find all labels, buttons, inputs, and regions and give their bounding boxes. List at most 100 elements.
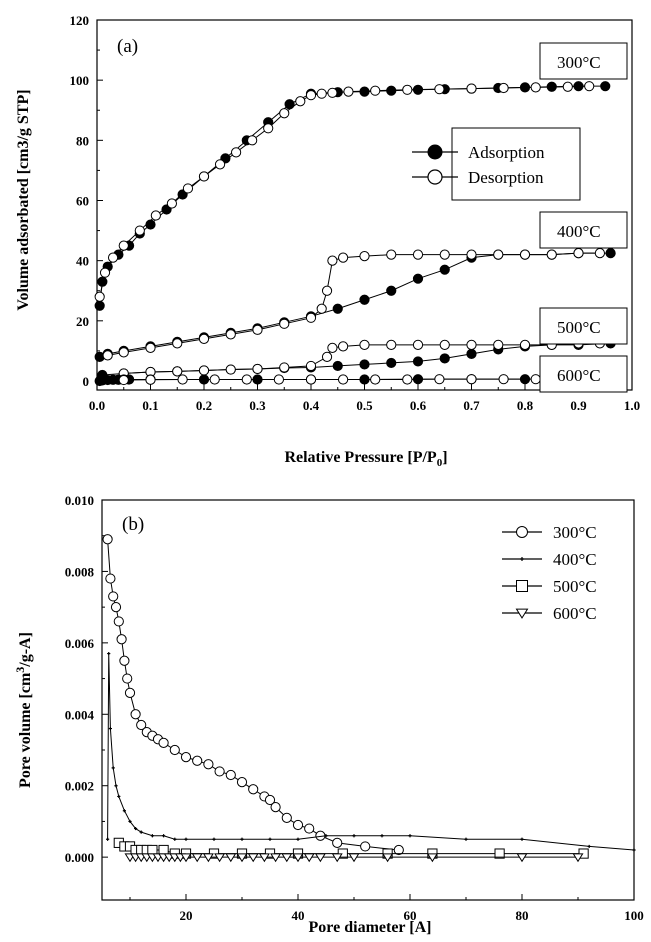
- series-a-400-c-desorption-point-7: [412, 249, 424, 260]
- series-a-300-c-desorption-point-3: [498, 82, 509, 94]
- series-b-300-c-point-3: [110, 602, 122, 613]
- series-a-400-c-adsorption-point-11: [359, 294, 370, 305]
- series-a-500-c-adsorption-point-9: [332, 360, 343, 372]
- y-axis-title-a: Volume adsorbated [cm3/g STP]: [15, 89, 32, 310]
- series-b-300-c-point-7: [122, 673, 133, 684]
- panel-label-b: (b): [122, 514, 144, 535]
- series-b-400-c-line: [107, 653, 635, 851]
- tick-labels-a: 0.0 0.1 0.2 0.3 0.4 0.5 0.6 0.7 0.8 0.9 1.0 0 20 40 60…: [70, 13, 641, 413]
- series-a-400-c-desorption-point-14: [305, 312, 317, 323]
- series-b-600-c-point-15: [236, 853, 248, 863]
- series-b-400-c-point-17: [296, 837, 300, 841]
- y-axis-title-b: Pore volume [cm3/g-A]: [13, 632, 34, 788]
- series-b-600-c-point-27: [516, 853, 528, 863]
- series-b-600-c-point-12: [202, 853, 214, 863]
- series-b-400-c-point-1: [107, 651, 111, 656]
- series-a-500-c-desorption-point-17: [198, 365, 210, 376]
- series-a-400-c-desorption-point-12: [321, 285, 333, 296]
- y-tick-label-a-1: 20: [76, 314, 89, 329]
- series-a-600-c-desorption-line: [123, 378, 600, 381]
- y-tick-label-b-3: 0.006: [65, 636, 95, 651]
- series-a-600-c-desorption-point-6: [402, 374, 413, 385]
- x-axis-title-b: Pore diameter [A]: [309, 919, 432, 936]
- label-box-400: [539, 211, 628, 249]
- series-a-400-c-desorption-point-10: [338, 252, 349, 263]
- series-b-600-c-point-16: [247, 853, 259, 863]
- series-b-600-c-point-23: [331, 853, 343, 863]
- series-b-400-c-point-7: [128, 819, 132, 824]
- series-b-300-c: [102, 534, 404, 856]
- legend-b-400-c-marker: [520, 557, 524, 561]
- series-a-600-c-desorption-point-5: [434, 374, 445, 385]
- series-a-500-c-desorption-point-11: [327, 342, 338, 353]
- x-axis-title-a: Relative Pressure [P/P0]: [284, 449, 447, 469]
- y-axis-title-b-end: /g-A]: [17, 632, 34, 668]
- series-a-300-c-desorption: [94, 81, 595, 302]
- y-axis-title-b-sup: 3: [13, 667, 27, 673]
- series-b-400-c-point-24: [587, 844, 591, 849]
- series-b-600-c-point-18: [270, 853, 282, 863]
- series-b-400-c-point-8: [134, 826, 138, 831]
- series-a-400-c-adsorption-point-13: [412, 273, 424, 284]
- series-a-500-c-desorption-point-18: [172, 366, 183, 377]
- series-a-400-c-desorption-point-3: [519, 249, 531, 260]
- series-a-300-c-desorption-point-11: [305, 90, 317, 101]
- series-a-600-c-desorption-point-13: [177, 374, 188, 385]
- series-a-400-c-desorption: [102, 248, 606, 361]
- series-a-500-c-desorption-point-8: [386, 339, 397, 350]
- series-b-400-c-point-20: [380, 834, 384, 838]
- x-tick-label-b-0: 20: [180, 908, 193, 923]
- y-tick-label-a-4: 80: [76, 133, 89, 148]
- series-b-600-c-point-17: [258, 853, 270, 863]
- legend-b-300-c-marker: [516, 526, 528, 538]
- series-b-300-c-point-28: [304, 823, 315, 834]
- series-b-300-c-point-1: [105, 573, 116, 584]
- x-tick-label-a-3: 0.3: [249, 398, 266, 413]
- series-b-600-c-point-13: [214, 853, 226, 863]
- series-a-300-c-desorption-point-10: [316, 88, 327, 99]
- series-b-400-c-point-14: [212, 837, 216, 841]
- series-b-300-c-point-22: [248, 784, 259, 795]
- series-a-300-c-adsorption-point-6: [145, 219, 156, 230]
- series-a-300-c-desorption-point-22: [134, 225, 145, 236]
- label-500: 500°C: [557, 318, 601, 337]
- series-b-600-c-point-19: [281, 853, 293, 863]
- series-a-300-c-desorption-point-16: [231, 147, 242, 158]
- series-a-300-c-desorption-point-17: [214, 159, 226, 170]
- series-a-400-c-desorption-point-20: [145, 342, 156, 353]
- series-b-300-c-point-4: [113, 616, 124, 627]
- x-axis-title-a-end: ]: [442, 449, 447, 466]
- series-b-400-c-point-18: [324, 834, 328, 838]
- series-b-600-c-point-11: [191, 853, 203, 863]
- series-b-500-c-point-17: [494, 848, 505, 859]
- label-box-300: [539, 42, 628, 80]
- series-group-a: [94, 81, 616, 387]
- x-tick-label-a-7: 0.7: [463, 398, 480, 413]
- series-a-300-c-desorption-point-24: [107, 252, 119, 263]
- series-b-300-c-point-5: [116, 634, 127, 645]
- tick-labels-b: 20 40 60 80 100 0.000 0.002 0.004 0.006 0.008 0.01…: [65, 493, 644, 923]
- series-b-300-c-point-32: [393, 844, 404, 856]
- series-a-400-c-desorption-point-16: [252, 324, 263, 335]
- legend-label-desorption: Desorption: [468, 168, 544, 187]
- series-b-400-c-point-22: [464, 837, 468, 841]
- plot-frame-b: [101, 499, 635, 901]
- series-b-600-c-point-20: [292, 853, 304, 863]
- series-b-300-c-point-2: [108, 591, 119, 602]
- series-b-300-c-point-25: [270, 802, 281, 813]
- legend-marker-desorption: [427, 169, 443, 185]
- series-a-300-c-desorption-point-26: [94, 291, 105, 302]
- series-a-600-c-desorption-point-11: [241, 374, 252, 385]
- y-tick-label-b-5: 0.010: [65, 493, 94, 508]
- series-a-400-c-adsorption-point-12: [386, 285, 397, 296]
- series-a-400-c-desorption-point-0: [594, 248, 606, 259]
- series-a-500-c-desorption-point-12: [321, 351, 333, 363]
- series-a-500-c-desorption-point-6: [439, 339, 450, 350]
- series-b-300-c-point-31: [360, 841, 371, 852]
- series-a-400-c-desorption-point-19: [172, 338, 183, 349]
- series-group-b: [102, 534, 636, 863]
- series-a-300-c-adsorption-point-0: [94, 300, 105, 311]
- series-a-400-c-adsorption-point-10: [332, 303, 343, 314]
- legend-marker-adsorption: [427, 144, 443, 160]
